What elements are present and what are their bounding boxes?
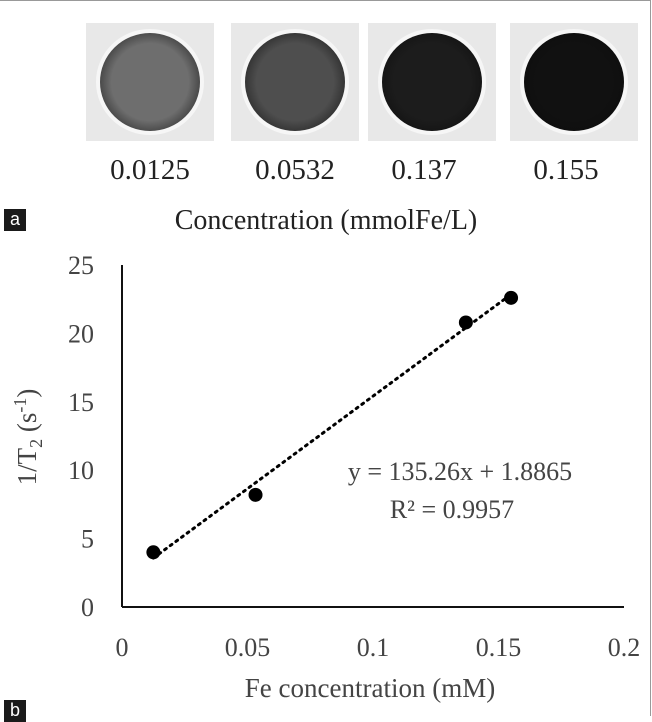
mri-phantom-image <box>86 23 214 141</box>
panel-a: 0.0125 0.0532 0.137 0.155 Concentration … <box>0 0 652 236</box>
concentration-title: Concentration (mmolFe/L) <box>174 205 478 236</box>
y-tick-label: 20 <box>68 319 94 348</box>
trendline-equation: y = 135.26x + 1.8865 <box>348 457 572 486</box>
phantom-disc <box>245 33 345 131</box>
x-tick-label: 0.15 <box>476 633 522 662</box>
chart-axes <box>121 265 624 608</box>
data-points <box>146 290 519 560</box>
y-tick-label: 10 <box>68 456 94 485</box>
x-tick-label: 0.2 <box>608 633 641 662</box>
x-tick-label: 0.1 <box>357 633 390 662</box>
panel-b-tag: b <box>4 700 26 722</box>
y-tick-label: 15 <box>68 388 94 417</box>
data-point <box>146 545 161 560</box>
concentration-label: 0.0125 <box>110 154 190 186</box>
chart-ticks: 0 0.05 0.1 0.15 0.2 0 5 10 15 20 25 <box>68 251 640 662</box>
phantom-disc <box>524 33 624 131</box>
x-tick-label: 0 <box>116 633 129 662</box>
phantom-disc <box>100 33 200 131</box>
mri-phantom-image <box>510 23 638 141</box>
data-point <box>504 290 519 305</box>
trendline <box>151 292 513 560</box>
x-tick-label: 0.05 <box>225 633 271 662</box>
mri-phantom-image <box>231 23 359 141</box>
y-tick-label: 25 <box>68 251 94 280</box>
panel-a-tag: a <box>4 209 26 231</box>
y-tick-label: 5 <box>81 525 94 554</box>
concentration-label: 0.155 <box>533 154 599 186</box>
r-squared-label: R² = 0.9957 <box>390 495 514 524</box>
data-point <box>248 487 263 502</box>
concentration-label: 0.0532 <box>255 154 335 186</box>
trendline-group <box>151 292 513 560</box>
mri-phantom-image <box>368 23 496 141</box>
x-axis-label: Fe concentration (mM) <box>245 673 495 703</box>
phantom-disc <box>382 33 482 131</box>
y-axis-label: 1/T2 (s-1) <box>10 389 46 486</box>
data-point <box>458 315 473 330</box>
y-tick-label: 0 <box>81 593 94 622</box>
concentration-label: 0.137 <box>391 154 457 186</box>
